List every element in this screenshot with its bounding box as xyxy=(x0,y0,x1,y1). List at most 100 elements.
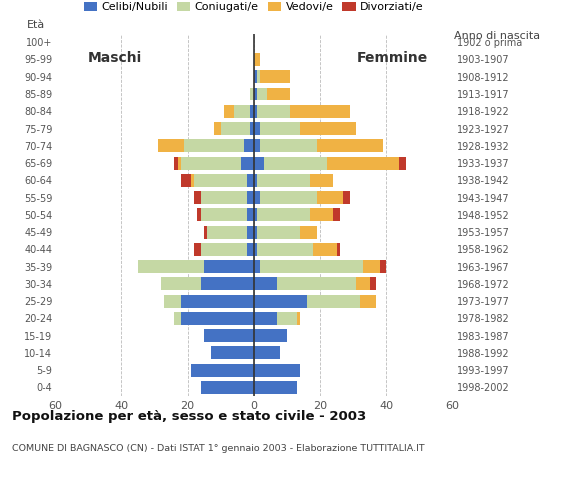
Bar xyxy=(254,156,264,169)
Bar xyxy=(310,174,333,187)
Bar xyxy=(260,260,363,273)
Bar xyxy=(260,122,300,135)
Bar xyxy=(290,105,350,118)
Bar xyxy=(257,174,310,187)
Legend: Celibi/Nubili, Coniugati/e, Vedovi/e, Divorziati/e: Celibi/Nubili, Coniugati/e, Vedovi/e, Di… xyxy=(79,0,428,17)
Bar xyxy=(336,243,340,256)
Bar xyxy=(254,295,307,308)
Bar xyxy=(260,139,317,152)
Bar xyxy=(201,208,247,221)
Bar xyxy=(327,156,400,169)
Bar xyxy=(257,70,260,83)
Bar xyxy=(247,226,254,239)
Bar xyxy=(260,191,317,204)
Bar xyxy=(254,226,257,239)
Bar xyxy=(208,226,247,239)
Bar xyxy=(257,105,290,118)
Bar xyxy=(251,105,254,118)
Bar xyxy=(297,312,300,325)
Bar xyxy=(181,174,191,187)
Bar xyxy=(204,260,254,273)
Bar xyxy=(317,191,343,204)
Bar xyxy=(257,87,267,100)
Bar xyxy=(191,364,254,377)
Bar xyxy=(247,174,254,187)
Bar xyxy=(254,53,260,66)
Bar xyxy=(201,381,254,394)
Bar xyxy=(184,139,244,152)
Bar xyxy=(313,243,336,256)
Bar xyxy=(234,105,251,118)
Bar xyxy=(214,122,220,135)
Bar xyxy=(254,347,280,360)
Bar xyxy=(254,87,257,100)
Bar xyxy=(224,105,234,118)
Bar xyxy=(356,277,369,290)
Bar xyxy=(191,174,194,187)
Text: Età: Età xyxy=(27,20,45,30)
Bar xyxy=(161,277,201,290)
Bar xyxy=(343,191,350,204)
Bar xyxy=(254,243,257,256)
Bar xyxy=(197,208,201,221)
Bar xyxy=(317,139,383,152)
Bar xyxy=(254,277,277,290)
Bar xyxy=(264,156,327,169)
Bar xyxy=(254,364,300,377)
Bar xyxy=(201,277,254,290)
Bar xyxy=(254,208,257,221)
Bar xyxy=(300,122,356,135)
Bar xyxy=(333,208,340,221)
Bar xyxy=(174,312,181,325)
Bar xyxy=(201,243,247,256)
Bar xyxy=(277,312,297,325)
Bar xyxy=(254,260,260,273)
Bar xyxy=(181,295,254,308)
Bar xyxy=(267,87,290,100)
Bar xyxy=(254,122,260,135)
Text: Maschi: Maschi xyxy=(88,51,142,65)
Bar xyxy=(241,156,254,169)
Bar xyxy=(310,208,333,221)
Bar xyxy=(254,312,277,325)
Bar xyxy=(164,295,181,308)
Bar xyxy=(363,260,379,273)
Bar xyxy=(251,87,254,100)
Bar xyxy=(254,329,287,342)
Bar xyxy=(204,226,208,239)
Bar xyxy=(138,260,204,273)
Bar xyxy=(360,295,376,308)
Text: COMUNE DI BAGNASCO (CN) - Dati ISTAT 1° gennaio 2003 - Elaborazione TUTTITALIA.I: COMUNE DI BAGNASCO (CN) - Dati ISTAT 1° … xyxy=(12,444,424,453)
Bar xyxy=(300,226,317,239)
Bar xyxy=(254,105,257,118)
Bar xyxy=(244,139,254,152)
Bar xyxy=(257,243,313,256)
Bar xyxy=(254,70,257,83)
Bar xyxy=(251,122,254,135)
Bar xyxy=(254,381,297,394)
Bar xyxy=(204,329,254,342)
Text: Anno di nascita: Anno di nascita xyxy=(454,31,540,41)
Bar xyxy=(247,191,254,204)
Bar xyxy=(247,243,254,256)
Bar xyxy=(369,277,376,290)
Bar xyxy=(194,243,201,256)
Bar xyxy=(260,70,290,83)
Bar xyxy=(181,156,241,169)
Bar xyxy=(158,139,184,152)
Text: Femmine: Femmine xyxy=(357,51,429,65)
Bar xyxy=(201,191,247,204)
Bar xyxy=(254,191,260,204)
Bar xyxy=(247,208,254,221)
Bar xyxy=(220,122,251,135)
Bar xyxy=(254,139,260,152)
Bar xyxy=(379,260,386,273)
Bar xyxy=(177,156,181,169)
Bar xyxy=(254,174,257,187)
Bar xyxy=(307,295,360,308)
Bar xyxy=(257,226,300,239)
Text: Popolazione per età, sesso e stato civile - 2003: Popolazione per età, sesso e stato civil… xyxy=(12,410,366,423)
Bar xyxy=(257,208,310,221)
Bar xyxy=(277,277,356,290)
Bar xyxy=(400,156,406,169)
